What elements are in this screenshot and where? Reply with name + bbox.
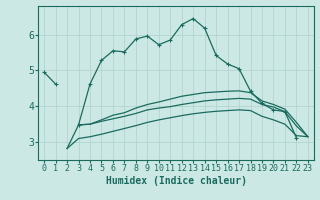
X-axis label: Humidex (Indice chaleur): Humidex (Indice chaleur) [106,176,246,186]
